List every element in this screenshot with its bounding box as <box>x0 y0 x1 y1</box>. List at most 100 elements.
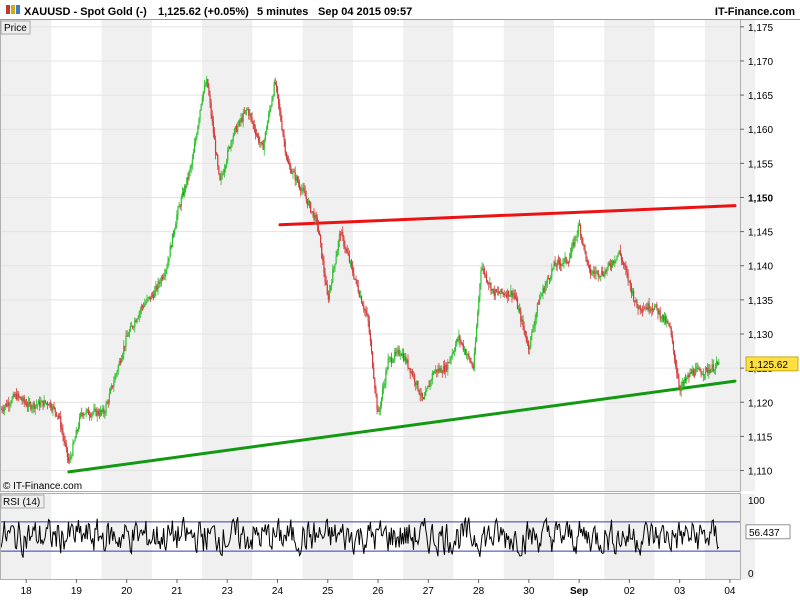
candle-body <box>717 361 719 365</box>
candle-body <box>450 357 452 360</box>
candle <box>284 138 286 156</box>
candle <box>247 107 249 111</box>
candle <box>18 391 20 402</box>
candle <box>137 315 139 320</box>
rsi-panel-label: RSI (14) <box>0 494 45 509</box>
time-tick-label: 28 <box>473 586 485 597</box>
candle <box>166 263 168 275</box>
candle-body <box>479 283 481 297</box>
candle <box>493 285 495 300</box>
candle <box>645 303 647 312</box>
candle-body <box>646 307 648 310</box>
candle-body <box>308 201 311 203</box>
candle-body <box>57 415 60 417</box>
candle-body <box>127 335 129 337</box>
candle <box>120 355 123 364</box>
trendline-layer[interactable] <box>67 204 737 474</box>
candle <box>572 239 574 252</box>
candle <box>699 366 701 372</box>
candle <box>180 194 182 212</box>
candle-body <box>199 110 201 119</box>
candle-body <box>545 282 547 286</box>
candle <box>416 379 418 389</box>
candle <box>669 322 671 329</box>
candle <box>588 264 590 273</box>
candle <box>109 386 112 395</box>
candle-body <box>133 326 135 328</box>
candle-body <box>633 291 635 301</box>
candle-body <box>140 305 143 310</box>
candle-body <box>286 157 289 162</box>
candle <box>286 154 289 163</box>
day-band-layer <box>1 20 756 579</box>
candle-body <box>375 388 377 395</box>
candle <box>145 299 147 306</box>
candle-body <box>43 400 45 407</box>
candle <box>376 393 378 415</box>
candle <box>368 315 370 336</box>
candle-body <box>279 103 281 111</box>
candle <box>13 392 15 398</box>
candle <box>67 453 70 464</box>
candle <box>417 380 419 392</box>
candle <box>506 288 509 303</box>
candle-body <box>59 415 61 417</box>
candle <box>82 412 84 419</box>
candle <box>61 422 63 435</box>
candle <box>318 230 321 236</box>
candle-body <box>630 285 633 294</box>
price-panel-label: Price <box>0 20 31 35</box>
candle-body <box>651 308 654 310</box>
candle-body <box>391 361 394 363</box>
candle-body <box>524 330 526 337</box>
candle <box>297 176 300 188</box>
candle <box>370 338 373 355</box>
candle <box>697 362 699 372</box>
candle-body <box>631 291 634 294</box>
candle-body <box>618 250 620 254</box>
candle-body <box>547 278 550 280</box>
candle <box>631 288 634 296</box>
candle <box>252 120 254 130</box>
candle-body <box>484 274 487 276</box>
candle-body <box>575 236 577 238</box>
candle-body <box>317 225 320 231</box>
candle <box>655 304 657 308</box>
brand-text[interactable]: IT-Finance.com <box>715 6 795 18</box>
candle <box>244 109 247 115</box>
candle-body <box>366 313 368 315</box>
candle-body <box>147 297 149 299</box>
candle <box>185 184 187 193</box>
candle-body <box>551 268 553 278</box>
candle <box>175 220 177 230</box>
candle <box>249 109 251 121</box>
candle-body <box>325 281 327 285</box>
candle-body <box>338 233 341 242</box>
candle <box>208 83 210 97</box>
candle <box>557 255 560 266</box>
candle <box>386 366 388 375</box>
candle <box>516 296 519 310</box>
candle-body <box>193 143 196 153</box>
candle-body <box>360 296 363 304</box>
candle <box>671 330 673 345</box>
candle <box>53 402 55 410</box>
candle-body <box>553 261 555 268</box>
candle-body <box>318 230 321 236</box>
candle <box>644 305 646 310</box>
candle-body <box>125 335 127 347</box>
candle-body <box>239 120 241 123</box>
rsi-last-value-marker: 56.437 <box>745 524 791 540</box>
candle-body <box>283 135 285 141</box>
candle-body <box>209 95 211 103</box>
candle <box>329 285 332 293</box>
candle <box>568 252 571 264</box>
candle <box>383 381 385 394</box>
candle-body <box>214 139 217 154</box>
candle <box>60 410 62 433</box>
price-tick-label: 1,170 <box>748 57 773 68</box>
candle-body <box>488 282 490 285</box>
candle <box>700 368 702 378</box>
candle <box>324 267 326 287</box>
